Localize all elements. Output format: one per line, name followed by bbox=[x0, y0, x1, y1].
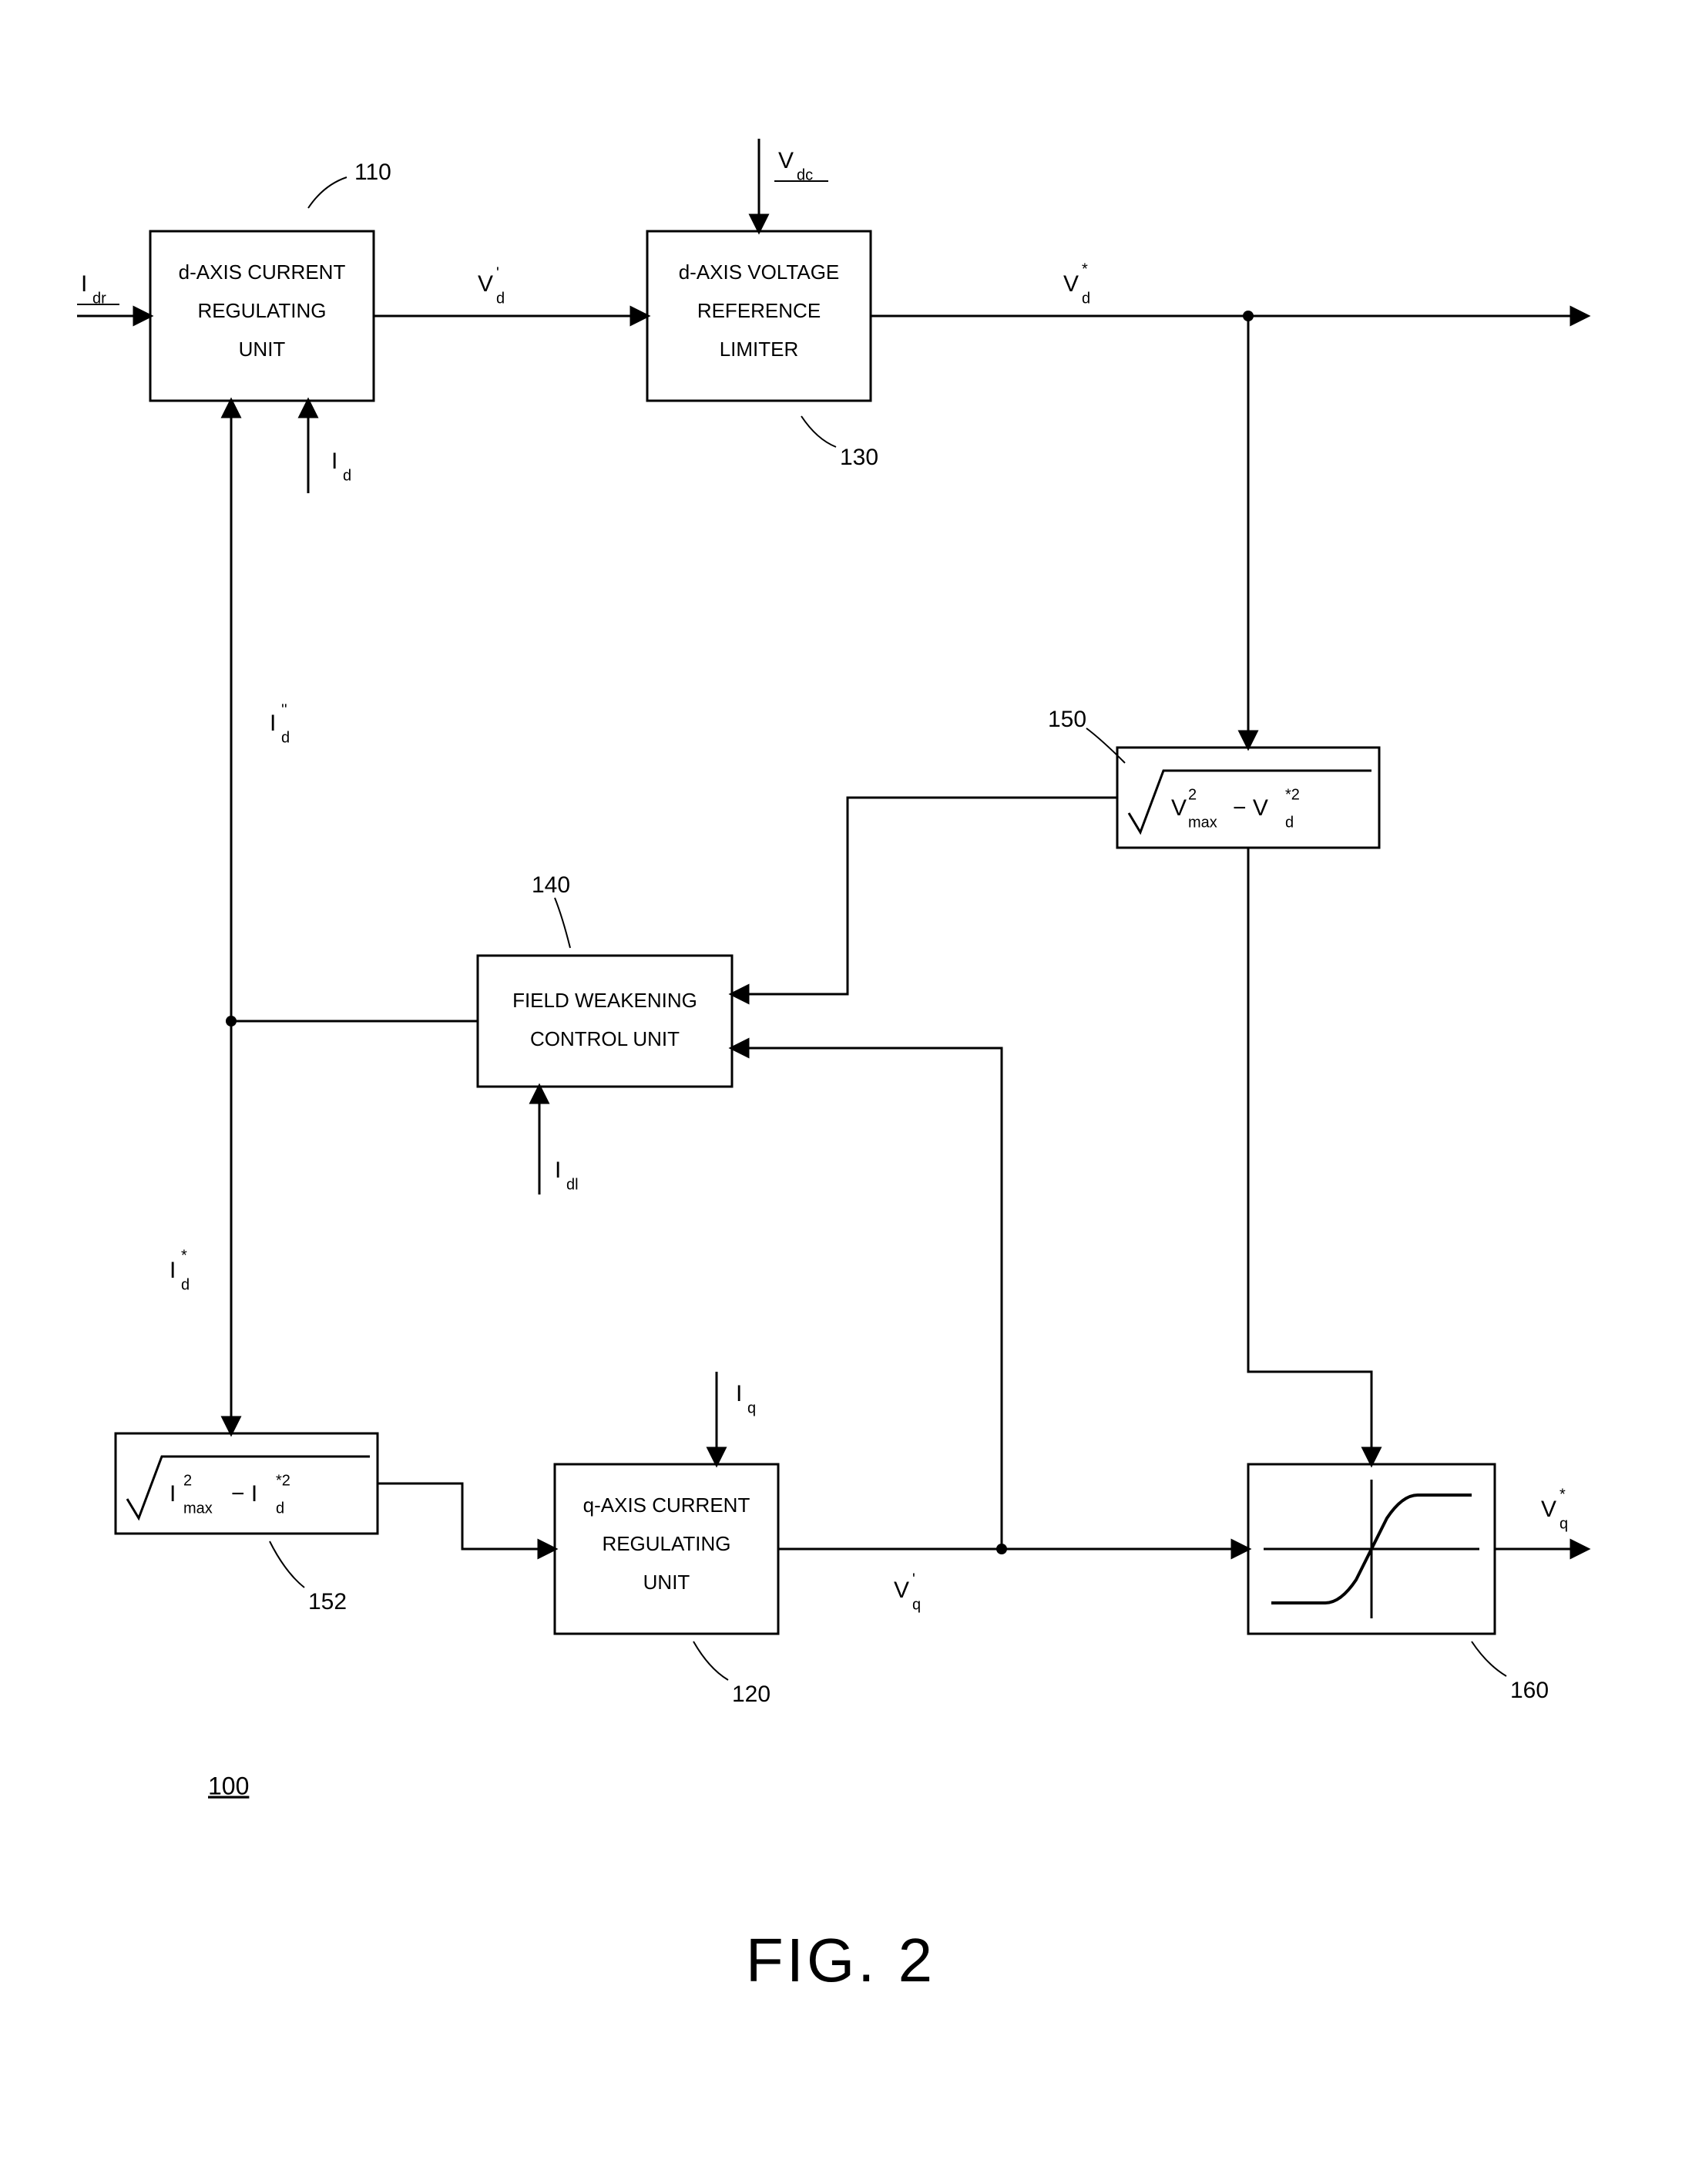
node-id-star bbox=[226, 1016, 237, 1026]
block-120: q-AXIS CURRENT REGULATING UNIT bbox=[555, 1464, 778, 1634]
block-110: d-AXIS CURRENT REGULATING UNIT bbox=[150, 231, 374, 401]
svg-text:2: 2 bbox=[183, 1472, 192, 1489]
label-vq-star: V * q bbox=[1541, 1486, 1568, 1532]
label-idr: I dr bbox=[77, 271, 119, 307]
svg-text:I: I bbox=[331, 449, 337, 474]
system-ref: 100 bbox=[208, 1772, 249, 1799]
leader-130 bbox=[801, 416, 836, 447]
svg-text:max: max bbox=[1188, 814, 1217, 831]
block-150: V 2 max − V *2 d bbox=[1117, 748, 1379, 848]
svg-text:V: V bbox=[894, 1578, 909, 1603]
leader-110 bbox=[308, 177, 347, 208]
leader-160 bbox=[1472, 1641, 1506, 1676]
block-110-line2: REGULATING bbox=[197, 299, 326, 322]
block-120-line1: q-AXIS CURRENT bbox=[583, 1494, 750, 1517]
svg-text:*: * bbox=[181, 1247, 187, 1264]
block-110-line1: d-AXIS CURRENT bbox=[179, 260, 346, 284]
svg-text:q: q bbox=[1559, 1515, 1568, 1532]
label-idl: I dl bbox=[555, 1158, 579, 1193]
block-140-line2: CONTROL UNIT bbox=[530, 1027, 680, 1050]
ref-140: 140 bbox=[532, 872, 570, 898]
ref-130: 130 bbox=[840, 445, 878, 470]
svg-text:d: d bbox=[181, 1276, 190, 1293]
svg-text:d: d bbox=[1285, 814, 1294, 831]
svg-text:V: V bbox=[778, 148, 794, 173]
block-160-saturation bbox=[1248, 1464, 1495, 1634]
svg-text:': ' bbox=[496, 264, 499, 281]
svg-text:I: I bbox=[270, 711, 276, 736]
figure-label: FIG. 2 bbox=[746, 1926, 935, 1994]
leader-120 bbox=[693, 1641, 728, 1680]
label-id-dprime: I '' d bbox=[270, 701, 290, 746]
svg-text:d: d bbox=[1082, 290, 1090, 307]
svg-text:*2: *2 bbox=[1285, 786, 1300, 803]
label-vq-prime: V ' q bbox=[894, 1571, 921, 1613]
ref-160: 160 bbox=[1510, 1678, 1549, 1703]
svg-text:V: V bbox=[1541, 1497, 1556, 1522]
svg-text:d: d bbox=[281, 729, 290, 746]
svg-text:q: q bbox=[747, 1399, 756, 1416]
wire-150-to-160 bbox=[1248, 848, 1371, 1464]
ref-110: 110 bbox=[354, 160, 391, 185]
svg-text:V: V bbox=[1063, 271, 1079, 297]
wire-id-dprime bbox=[231, 401, 478, 1021]
svg-text:I: I bbox=[170, 1258, 176, 1283]
label-iq: I q bbox=[736, 1381, 756, 1416]
wire-152-to-120 bbox=[378, 1483, 555, 1549]
label-vd-prime: V ' d bbox=[478, 264, 505, 307]
block-130-line3: LIMITER bbox=[720, 338, 799, 361]
svg-text:max: max bbox=[183, 1500, 213, 1517]
svg-text:': ' bbox=[912, 1571, 915, 1588]
block-150-formula: V bbox=[1171, 795, 1187, 821]
block-140-line1: FIELD WEAKENING bbox=[512, 989, 697, 1012]
svg-text:*: * bbox=[1082, 260, 1088, 277]
svg-text:'': '' bbox=[281, 701, 287, 718]
block-130-line1: d-AXIS VOLTAGE bbox=[679, 260, 840, 284]
node-vd-star bbox=[1243, 311, 1254, 321]
svg-text:d: d bbox=[276, 1500, 284, 1517]
svg-text:I: I bbox=[736, 1381, 742, 1406]
svg-text:*: * bbox=[1559, 1486, 1566, 1503]
svg-text:I: I bbox=[555, 1158, 561, 1183]
ref-150: 150 bbox=[1048, 707, 1086, 732]
label-id-star: I * d bbox=[170, 1247, 190, 1293]
svg-text:*2: *2 bbox=[276, 1472, 290, 1489]
svg-text:d: d bbox=[343, 467, 351, 484]
svg-text:q: q bbox=[912, 1596, 921, 1613]
leader-150 bbox=[1086, 728, 1125, 763]
ref-120: 120 bbox=[732, 1682, 770, 1707]
block-152-formula: I bbox=[170, 1481, 176, 1507]
leader-152 bbox=[270, 1541, 304, 1588]
svg-text:I: I bbox=[81, 271, 87, 297]
label-vd-star: V * d bbox=[1063, 260, 1090, 307]
block-110-line3: UNIT bbox=[239, 338, 286, 361]
block-130-line2: REFERENCE bbox=[697, 299, 821, 322]
block-120-line3: UNIT bbox=[643, 1571, 690, 1594]
svg-text:2: 2 bbox=[1188, 786, 1197, 803]
svg-text:d: d bbox=[496, 290, 505, 307]
block-130: d-AXIS VOLTAGE REFERENCE LIMITER bbox=[647, 231, 871, 401]
block-120-line2: REGULATING bbox=[602, 1532, 730, 1555]
block-152: I 2 max − I *2 d bbox=[116, 1433, 378, 1534]
ref-152: 152 bbox=[308, 1589, 347, 1614]
svg-text:− V: − V bbox=[1233, 795, 1268, 821]
wire-150-to-140 bbox=[732, 798, 1117, 994]
label-id: I d bbox=[331, 449, 351, 484]
svg-text:− I: − I bbox=[231, 1481, 257, 1507]
svg-text:dl: dl bbox=[566, 1176, 579, 1193]
block-140: FIELD WEAKENING CONTROL UNIT bbox=[478, 956, 732, 1087]
label-vdc: V dc bbox=[774, 148, 828, 183]
leader-140 bbox=[555, 898, 570, 948]
svg-text:V: V bbox=[478, 271, 493, 297]
